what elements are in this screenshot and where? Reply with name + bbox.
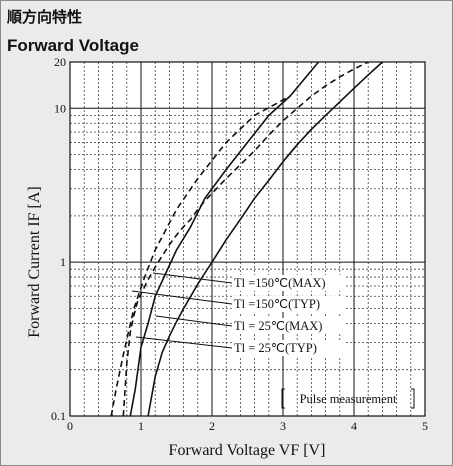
- legend-label-background: [232, 275, 346, 291]
- tick-labels: 0 1 2 3 4 5 0.1 1 10 20: [51, 55, 428, 433]
- legend-label: Tl = 25℃(TYP): [234, 341, 317, 355]
- x-tick-label: 3: [280, 419, 286, 433]
- curves: [110, 61, 383, 417]
- legend-label: Tl = 25℃(MAX): [234, 319, 322, 333]
- series-curve-1: [110, 95, 291, 417]
- x-tick-label: 2: [209, 419, 215, 433]
- plot-frame: [69, 61, 426, 417]
- chart-title-english: Forward Voltage: [7, 36, 139, 55]
- pulse-note: Pulse measurement: [281, 388, 415, 409]
- x-tick-label: 4: [351, 419, 357, 433]
- chart-title-japanese: 順方向特性: [7, 8, 83, 26]
- y-tick-label: 10: [54, 101, 66, 115]
- leader-lines: [131, 272, 233, 349]
- y-tick-label: 1: [60, 255, 66, 269]
- x-axis-label: Forward Voltage VF [V]: [169, 442, 326, 459]
- x-tick-label: 1: [138, 419, 144, 433]
- x-tick-label: 5: [422, 419, 428, 433]
- series-curve-4: [147, 61, 383, 417]
- series-curve-2: [122, 61, 369, 417]
- major-grid: [70, 62, 425, 416]
- legend-label-background: [232, 318, 346, 334]
- y-tick-label: 20: [54, 55, 66, 69]
- y-axis-label: Forward Current IF [A]: [26, 186, 43, 338]
- leader-line: [135, 336, 233, 349]
- legend-label: Tl =150℃(TYP): [234, 297, 320, 311]
- legend-label: Tl =150℃(MAX): [234, 276, 326, 290]
- plot-area: [70, 62, 425, 416]
- legend-labels: Tl =150℃(MAX) Tl =150℃(TYP) Tl = 25℃(MAX) T…: [232, 275, 346, 356]
- leader-line: [155, 315, 233, 327]
- series-curve-3: [129, 61, 320, 417]
- y-tick-label: 0.1: [51, 409, 66, 423]
- leader-line: [152, 272, 233, 284]
- legend-label-background: [232, 340, 346, 356]
- pulse-note-text: Pulse measurement: [300, 392, 397, 406]
- leader-line: [131, 290, 233, 305]
- x-tick-label: 0: [67, 419, 73, 433]
- legend-label-background: [232, 296, 346, 312]
